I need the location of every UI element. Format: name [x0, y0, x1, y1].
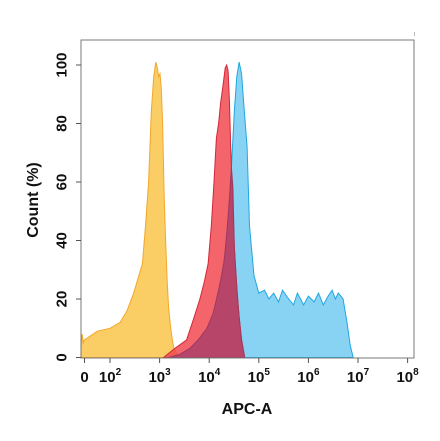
x-tick-label: 108 [396, 367, 419, 386]
x-tick-label: 102 [99, 367, 122, 386]
x-tick-label: 107 [347, 367, 370, 386]
y-tick-label: 20 [54, 291, 71, 308]
x-tick-label: 105 [248, 367, 271, 386]
y-tick-label: 40 [54, 232, 71, 249]
y-tick-label: 80 [54, 115, 71, 132]
y-axis: 0 20 40 60 80 100 [54, 52, 81, 362]
plot-frame [80, 39, 415, 359]
top-right-mark: ᴵ [414, 31, 415, 40]
y-tick-label: 60 [54, 174, 71, 191]
y-axis-title: Count (%) [25, 162, 42, 238]
histogram-series-4 [168, 167, 246, 358]
x-axis-title: APC-A [222, 401, 273, 418]
histogram-series-1 [80, 61, 181, 358]
y-tick-label: 0 [54, 353, 71, 361]
x-tick-label: 104 [198, 367, 221, 386]
x-axis: 0 102 103 104 105 106 107 108 [80, 358, 419, 386]
series-layer [80, 61, 354, 358]
x-tick-label: 106 [297, 367, 320, 386]
x-tick-label: 103 [148, 367, 171, 386]
y-tick-label: 100 [54, 52, 71, 77]
x-tick-label: 0 [80, 369, 88, 386]
